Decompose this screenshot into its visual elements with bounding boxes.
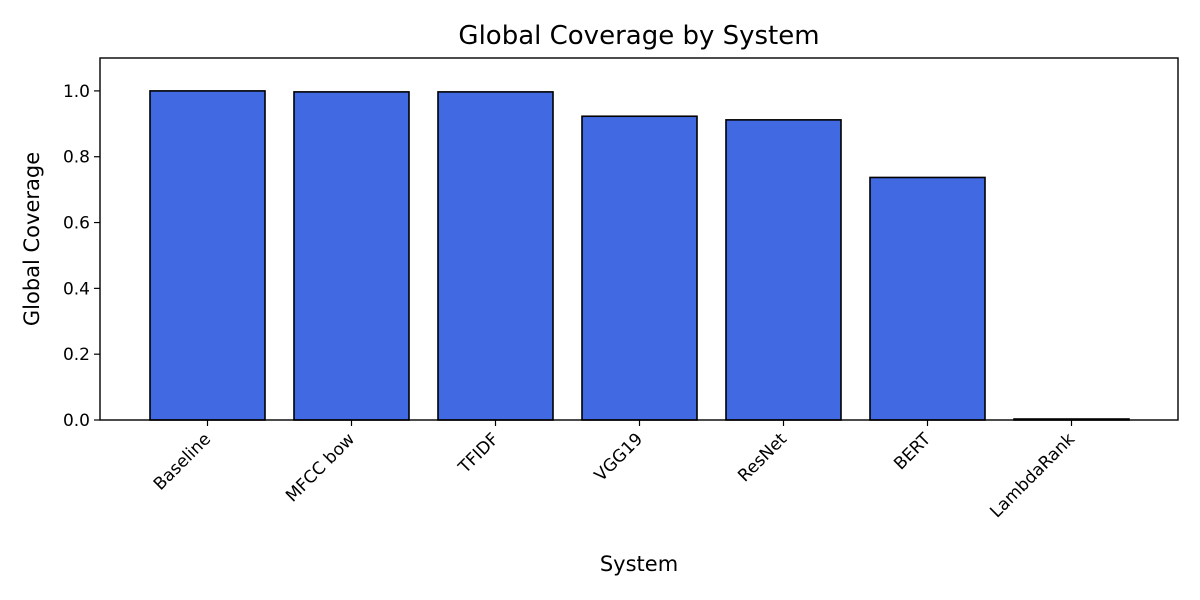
x-axis-label: System	[600, 552, 678, 576]
y-tick-label: 0.8	[63, 148, 90, 168]
plot-frame	[99, 57, 1179, 421]
chart-title: Global Coverage by System	[458, 21, 819, 51]
y-tick-label: 0.6	[63, 214, 90, 234]
x-tick-label: TFIDF	[454, 429, 503, 478]
bar-resnet	[725, 119, 842, 421]
bar-mfcc-bow	[293, 91, 410, 421]
y-axis-ticks: 0.0 0.2 0.4 0.6 0.8 1.0	[63, 82, 100, 431]
x-tick-label: ResNet	[734, 429, 791, 486]
y-tick-label: 0.0	[63, 411, 90, 431]
x-tick-label: BERT	[890, 429, 935, 474]
x-tick-label: MFCC bow	[282, 429, 359, 506]
x-tick-label: LambdaRank	[986, 429, 1079, 522]
bar-bert	[869, 176, 986, 421]
x-tick-label: Baseline	[150, 429, 215, 494]
y-axis-label: Global Coverage	[20, 152, 44, 326]
bar-tfidf	[437, 91, 554, 421]
y-tick-label: 0.4	[63, 279, 90, 299]
x-axis-ticks: Baseline MFCC bow TFIDF VGG19 ResNet BERT Lamb…	[150, 420, 1079, 522]
y-tick-label: 0.2	[63, 345, 90, 365]
bar-vgg19	[581, 115, 698, 421]
bars-group	[149, 90, 1130, 421]
x-tick-label: VGG19	[591, 429, 647, 485]
y-tick-label: 1.0	[63, 82, 90, 102]
bar-baseline	[149, 90, 266, 421]
